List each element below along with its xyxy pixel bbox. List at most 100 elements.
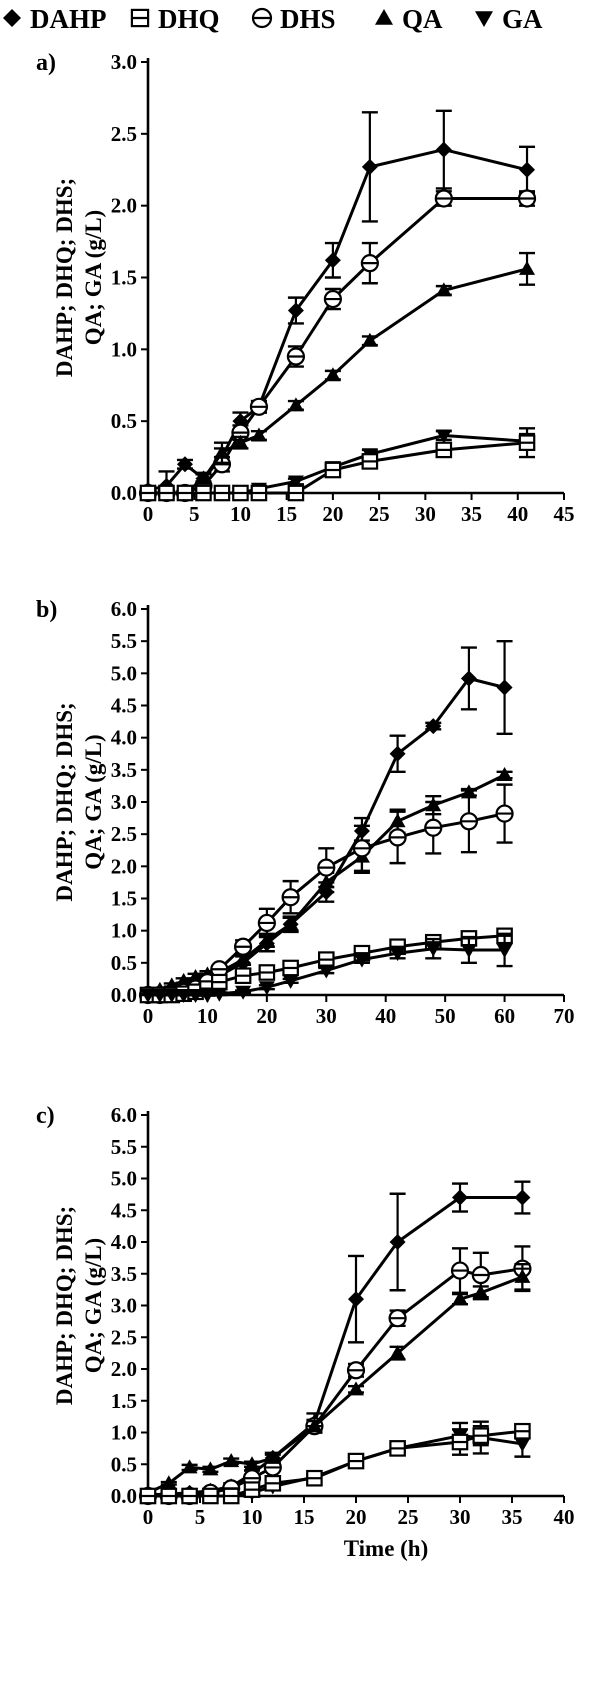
data-point-dahp	[519, 161, 536, 178]
y-tick-label: 1.5	[111, 1389, 137, 1413]
x-tick-label: 15	[294, 1505, 315, 1529]
data-point-dhq	[195, 484, 212, 502]
y-tick-label: 5.5	[111, 629, 137, 653]
legend-item-dhs: DHS	[251, 4, 336, 34]
y-tick-label: 4.5	[111, 694, 137, 718]
data-point-dhs	[450, 1261, 470, 1280]
data-point-dhs	[471, 1265, 490, 1285]
x-tick-label: 30	[415, 502, 436, 526]
data-point-dhq	[250, 484, 268, 502]
data-point-qa	[452, 1291, 468, 1306]
data-point-ga	[140, 989, 156, 1003]
series-dhq	[139, 1422, 531, 1505]
data-point-ga	[389, 947, 406, 962]
x-tick-label: 60	[494, 1004, 515, 1028]
y-tick-label: 3.0	[111, 790, 137, 814]
data-point-dhq	[435, 441, 453, 459]
data-point-dhs	[517, 189, 537, 208]
data-point-qa	[160, 1475, 177, 1490]
data-point-ga	[353, 953, 370, 968]
data-point-dhq	[514, 1422, 531, 1440]
data-point-dahp	[324, 252, 341, 269]
data-point-dhq	[139, 484, 157, 502]
data-point-dhs	[388, 828, 407, 847]
data-point-qa	[348, 1381, 364, 1396]
y-tick-label: 3.5	[111, 1262, 137, 1286]
x-tick-label: 50	[435, 1004, 456, 1028]
data-point-qa	[244, 1456, 260, 1471]
legend-item-dhq: DHQ	[130, 4, 220, 34]
legend-label: DAHP	[30, 4, 107, 34]
data-point-ga	[235, 985, 252, 1000]
data-point-qa	[519, 260, 536, 275]
series-dahp	[140, 1180, 531, 1503]
y-tick-label: 2.0	[111, 854, 137, 878]
data-point-qa	[235, 951, 252, 966]
x-tick-label: 45	[554, 502, 575, 526]
x-tick-label: 5	[195, 1505, 206, 1529]
x-tick-label: 0	[143, 502, 154, 526]
x-tick-label: 40	[507, 502, 528, 526]
data-point-dahp	[176, 456, 193, 473]
data-point-qa	[496, 766, 513, 781]
x-tick-label: 30	[450, 1505, 471, 1529]
y-tick-label: 2.5	[111, 122, 137, 146]
y-tick-label: 2.0	[111, 194, 137, 218]
y-tick-label: 0.5	[111, 1452, 137, 1476]
data-point-ga	[282, 974, 299, 989]
data-point-qa	[389, 1345, 406, 1360]
legend-marker-diamond	[3, 9, 21, 27]
data-point-ga	[151, 989, 168, 1003]
x-tick-label: 25	[369, 502, 390, 526]
data-point-ga	[187, 989, 204, 1003]
legend-item-qa: QA	[375, 4, 443, 34]
legend-marker-triangle-up	[375, 9, 393, 25]
data-point-dhq	[258, 964, 276, 981]
data-point-dhq	[518, 434, 536, 452]
data-point-dhq	[472, 1427, 490, 1444]
data-point-ga	[460, 943, 477, 958]
series-line	[147, 677, 505, 996]
data-point-qa	[250, 427, 267, 442]
y-tick-label: 5.0	[111, 661, 137, 685]
data-point-dahp	[460, 670, 477, 687]
data-point-qa	[175, 972, 192, 987]
data-point-ga	[287, 475, 304, 490]
data-point-qa	[223, 1453, 240, 1468]
y-tick-label: 0.0	[111, 983, 137, 1007]
data-point-ga	[514, 1437, 531, 1452]
data-point-dhs	[459, 812, 479, 831]
data-point-dahp	[452, 1189, 468, 1206]
data-point-dhq	[232, 484, 249, 502]
data-point-dhs	[257, 913, 276, 933]
data-point-dhq	[306, 1469, 323, 1487]
legend: DAHP DHQ DHS QA GA	[3, 4, 543, 34]
y-tick-label: 0.5	[111, 951, 137, 975]
data-point-dahp	[348, 1291, 364, 1308]
data-point-dahp	[361, 158, 378, 175]
data-point-dahp	[496, 679, 513, 696]
data-point-dhq	[234, 967, 252, 984]
y-tick-label: 4.0	[111, 1230, 137, 1254]
x-tick-label: 40	[375, 1004, 396, 1028]
y-axis-title-line-1: DAHP; DHQ; DHS;	[52, 1206, 77, 1405]
y-tick-label: 2.5	[111, 1325, 137, 1349]
data-point-dhs	[323, 289, 342, 309]
x-tick-label: 20	[346, 1505, 367, 1529]
data-point-dhq	[176, 484, 194, 502]
x-tick-label: 20	[322, 502, 343, 526]
data-point-dhq	[139, 1487, 157, 1505]
data-point-dahp	[425, 718, 442, 735]
x-tick-label: 0	[143, 1004, 154, 1028]
y-tick-label: 4.5	[111, 1198, 137, 1222]
data-point-ga	[318, 964, 335, 979]
data-point-dhq	[211, 973, 228, 991]
x-tick-label: 20	[256, 1004, 277, 1028]
data-point-qa	[264, 1449, 281, 1464]
y-tick-label: 3.5	[111, 758, 137, 782]
y-tick-label: 2.0	[111, 1357, 137, 1381]
data-point-dhs	[317, 858, 336, 877]
legend-label: DHS	[280, 4, 336, 34]
data-point-ga	[258, 981, 275, 996]
data-point-dahp	[287, 302, 304, 319]
